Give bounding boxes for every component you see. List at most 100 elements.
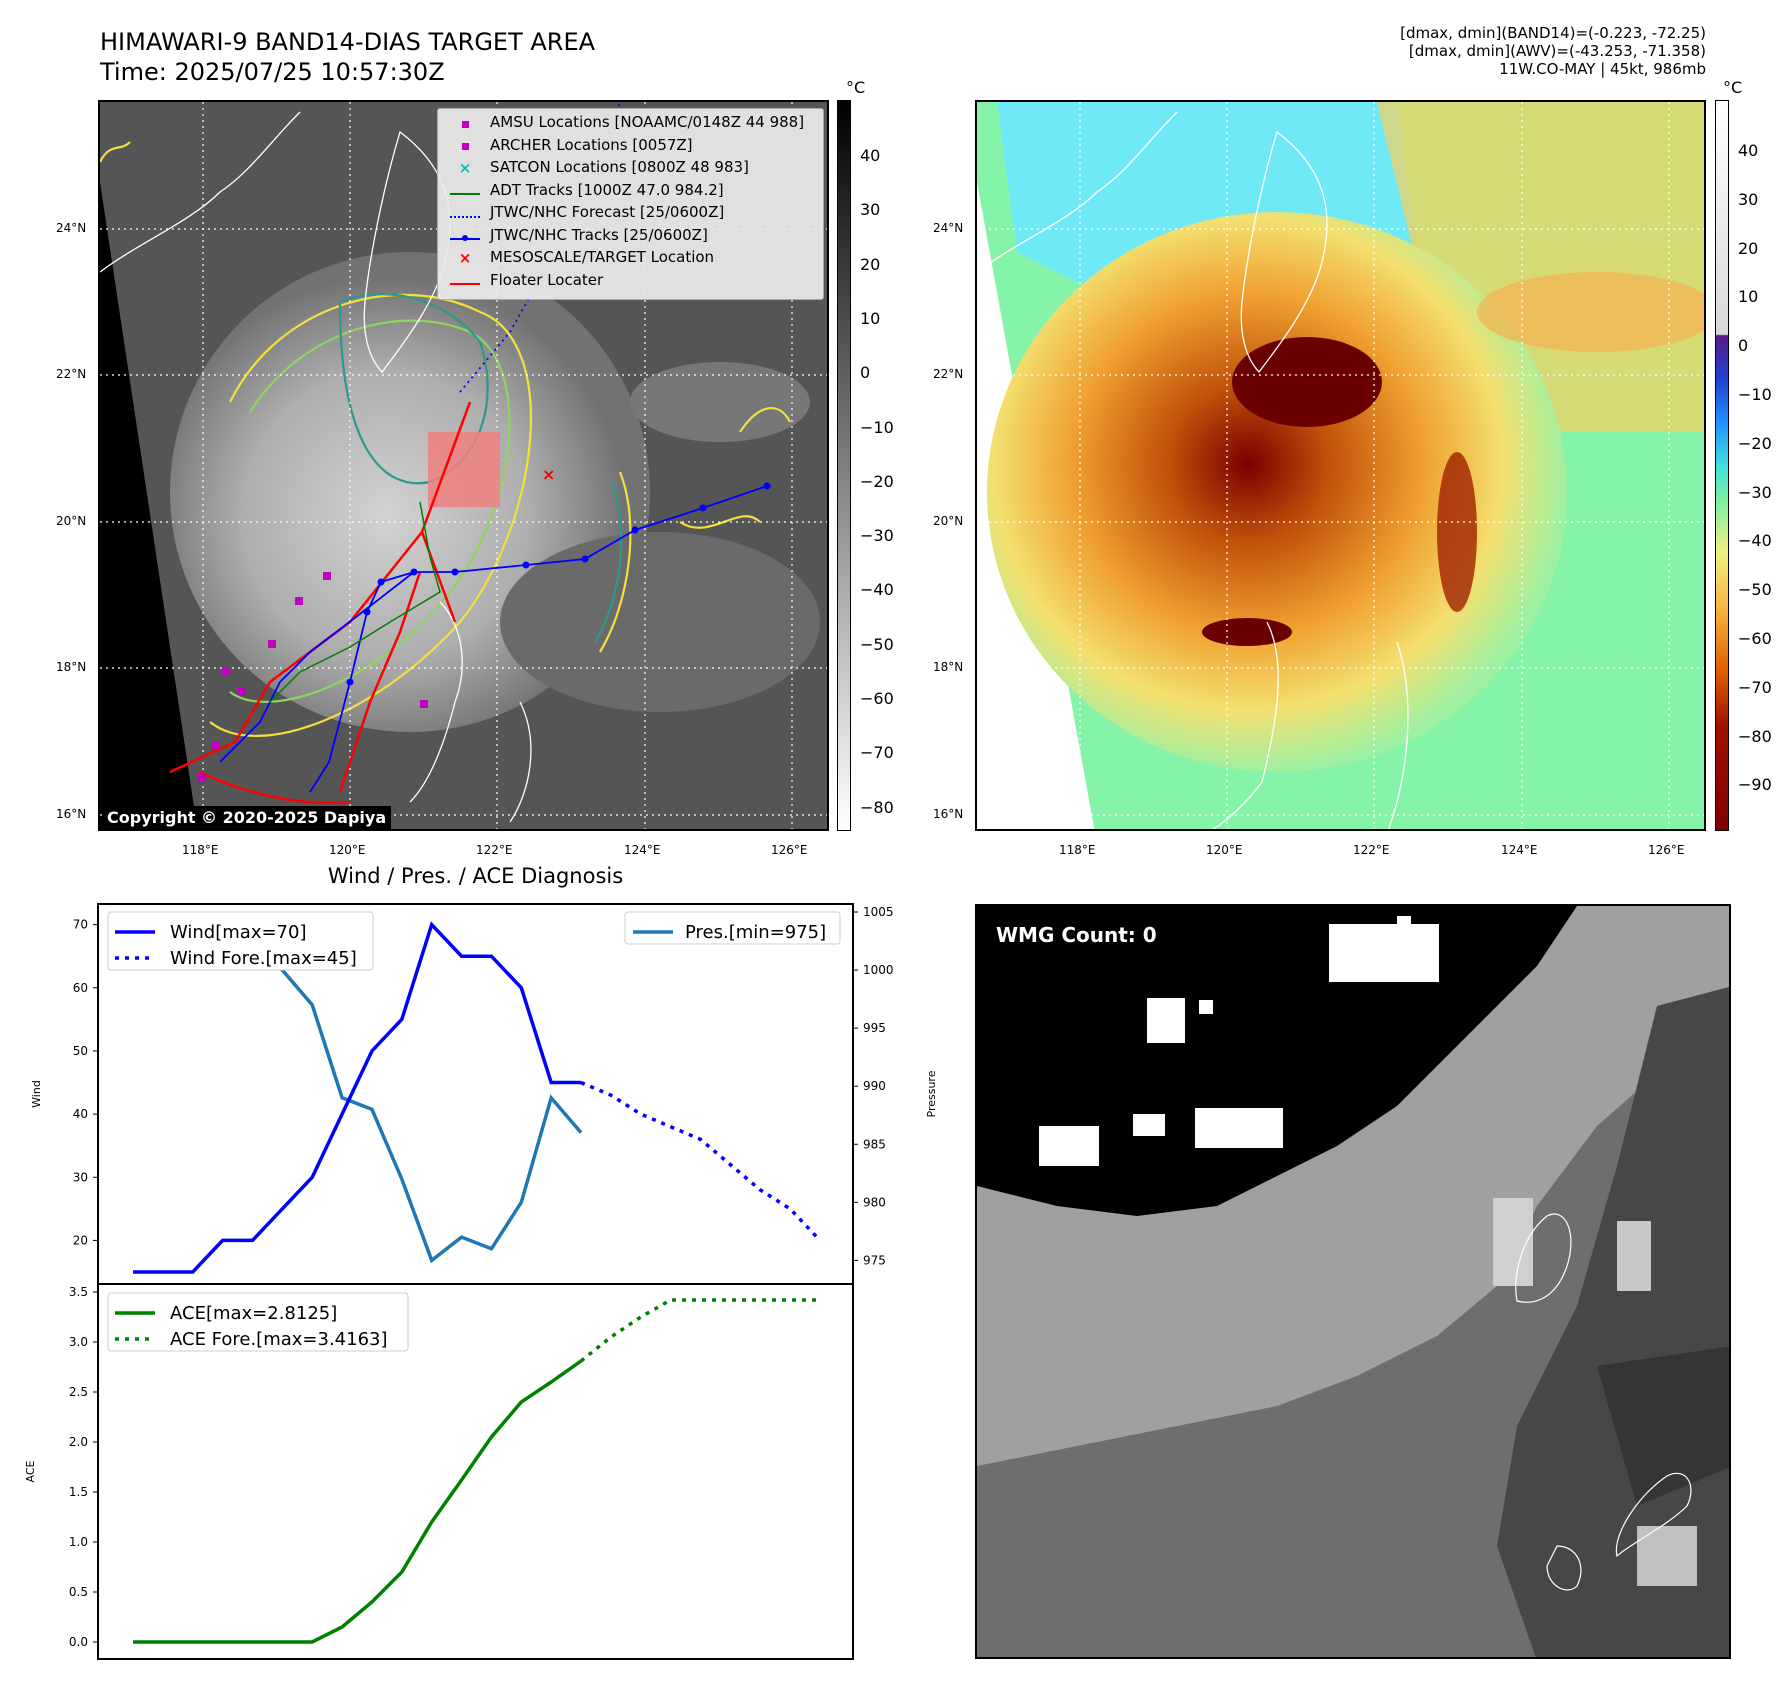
wind-ytick-label: 50 <box>73 1044 88 1058</box>
wind-ytick-label: 20 <box>73 1233 88 1247</box>
legend-label: JTWC/NHC Forecast [25/0600Z] <box>490 203 725 221</box>
gray-colorbar-unit: °C <box>846 78 866 97</box>
ace-line <box>133 1359 583 1644</box>
colorbar-tick-label: −90 <box>1738 775 1772 795</box>
ace-legend-label: ACE[max=2.8125] <box>170 1303 337 1324</box>
pressure-legend-label: Pres.[min=975] <box>685 922 826 943</box>
legend-marker <box>446 271 484 289</box>
lon-label: 118°E <box>1059 843 1096 857</box>
pressure-line <box>133 921 583 1264</box>
wind-legend-label: Wind Fore.[max=45] <box>170 948 357 969</box>
color-map-panel <box>975 100 1706 831</box>
map-legend: AMSU Locations [NOAAMC/0148Z 44 988] ARCH… <box>437 108 824 300</box>
legend-entry: JTWC/NHC Tracks [25/0600Z] <box>446 226 708 245</box>
legend-entry: Floater Locater <box>446 271 603 290</box>
lat-label: 24°N <box>56 221 87 235</box>
ace-legend-box <box>107 1292 409 1352</box>
colorbar-tick-label: −50 <box>860 634 894 654</box>
colorbar-tick-label: 40 <box>860 146 881 165</box>
colorbar-tick-label: −70 <box>860 743 894 763</box>
pressure-ytick-label: 975 <box>863 1253 886 1267</box>
color-map-image <box>977 102 1704 829</box>
legend-label: ARCHER Locations [0057Z] <box>490 135 693 154</box>
legend-label: JTWC/NHC Tracks [25/0600Z] <box>490 225 708 244</box>
wmg-count-badge: WMG Count: 0 <box>990 920 1163 950</box>
lat-label: 18°N <box>933 660 964 674</box>
ace-ytick-label: 2.5 <box>69 1385 88 1399</box>
lon-label: 122°E <box>1353 843 1390 857</box>
pressure-ytick-label: 980 <box>863 1195 886 1209</box>
wmg-panel <box>975 904 1731 1659</box>
colorbar-tick-label: −70 <box>1738 677 1772 697</box>
legend-label: SATCON Locations [0800Z 48 983] <box>490 158 749 176</box>
colorbar-tick-label: −40 <box>1738 531 1772 551</box>
lat-label: 20°N <box>933 514 964 528</box>
legend-entry: ADT Tracks [1000Z 47.0 984.2] <box>446 181 724 200</box>
wmg-image <box>977 906 1729 1657</box>
lat-label: 24°N <box>933 221 964 235</box>
lon-label: 120°E <box>329 843 366 857</box>
colorbar-tick-label: −20 <box>860 471 894 491</box>
colorbar-tick-label: 10 <box>860 308 881 328</box>
lat-label: 16°N <box>933 807 964 821</box>
ace-forecast-line <box>579 1298 820 1363</box>
wind-legend-box <box>107 911 374 971</box>
wind-axis-label: Wind <box>30 1080 43 1108</box>
colorbar-tick-label: 0 <box>860 363 871 383</box>
colorbar-tick-label: 20 <box>1738 238 1759 258</box>
legend-marker <box>446 181 484 199</box>
color-colorbar <box>1715 100 1729 831</box>
legend-marker <box>446 204 484 222</box>
colorbar-tick-label: −10 <box>860 417 894 437</box>
lon-label: 124°E <box>1501 843 1538 857</box>
colorbar-tick-label: 10 <box>1738 287 1759 307</box>
chart-title: HIMAWARI-9 BAND14-DIAS TARGET AREA <box>100 28 596 56</box>
colorbar-tick-label: −80 <box>860 797 894 817</box>
ace-ytick-label: 1.5 <box>69 1485 88 1499</box>
colorbar-tick-label: 20 <box>860 254 881 274</box>
colorbar-tick-label: −60 <box>1738 629 1772 648</box>
legend-label: Floater Locater <box>490 270 604 289</box>
colorbar-tick-label: 0 <box>1738 336 1749 356</box>
legend-entry: JTWC/NHC Forecast [25/0600Z] <box>446 203 724 222</box>
lon-label: 124°E <box>624 843 661 857</box>
svg-text:×: × <box>542 465 555 484</box>
lon-label: 126°E <box>771 843 808 857</box>
colorbar-tick-label: −30 <box>860 526 894 546</box>
copyright-label: Copyright © 2020-2025 Dapiya <box>102 806 392 829</box>
lon-label: 122°E <box>476 843 513 857</box>
lon-label: 126°E <box>1648 843 1685 857</box>
pressure-axis-label: Pressure <box>925 1070 938 1117</box>
pressure-ytick-label: 1000 <box>863 963 894 977</box>
legend-marker: × <box>458 248 472 267</box>
legend-label: AMSU Locations [NOAAMC/0148Z 44 988] <box>490 113 805 131</box>
ace-legend-label: ACE Fore.[max=3.4163] <box>170 1329 388 1350</box>
color-colorbar-unit: °C <box>1723 78 1743 97</box>
legend-entry: AMSU Locations [NOAAMC/0148Z 44 988] <box>446 113 804 132</box>
info-awv: [dmax, dmin](AWV)=(-43.253, -71.358) <box>1408 42 1706 60</box>
colorbar-tick-label: 30 <box>860 200 881 220</box>
legend-entry: × SATCON Locations [0800Z 48 983] <box>446 158 749 177</box>
lat-label: 20°N <box>56 514 87 528</box>
lat-label: 22°N <box>933 367 964 381</box>
ace-ytick-label: 0.5 <box>69 1585 88 1599</box>
colorbar-tick-label: 30 <box>1738 189 1759 209</box>
lat-label: 16°N <box>56 807 87 821</box>
colorbar-tick-label: 40 <box>1738 141 1759 160</box>
legend-label: MESOSCALE/TARGET Location <box>490 248 715 266</box>
legend-marker <box>446 136 484 154</box>
lat-label: 22°N <box>56 367 87 381</box>
gray-colorbar <box>837 100 851 831</box>
colorbar-tick-label: −40 <box>860 580 894 600</box>
wind-ytick-label: 60 <box>73 981 88 995</box>
lat-label: 18°N <box>56 660 87 674</box>
ace-axes-frame <box>97 1283 854 1660</box>
colorbar-tick-label: −10 <box>1738 385 1772 404</box>
wind-ytick-label: 30 <box>73 1170 88 1184</box>
info-storm: 11W.CO-MAY | 45kt, 986mb <box>1499 60 1706 78</box>
ace-ytick-label: 3.5 <box>69 1285 88 1299</box>
ace-ytick-label: 3.0 <box>69 1335 88 1349</box>
pressure-ytick-label: 990 <box>863 1079 886 1093</box>
colorbar-tick-label: −30 <box>1738 482 1772 502</box>
info-band14: [dmax, dmin](BAND14)=(-0.223, -72.25) <box>1400 24 1706 42</box>
